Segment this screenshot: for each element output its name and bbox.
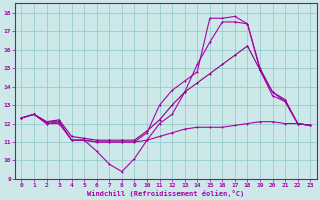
- X-axis label: Windchill (Refroidissement éolien,°C): Windchill (Refroidissement éolien,°C): [87, 190, 244, 197]
